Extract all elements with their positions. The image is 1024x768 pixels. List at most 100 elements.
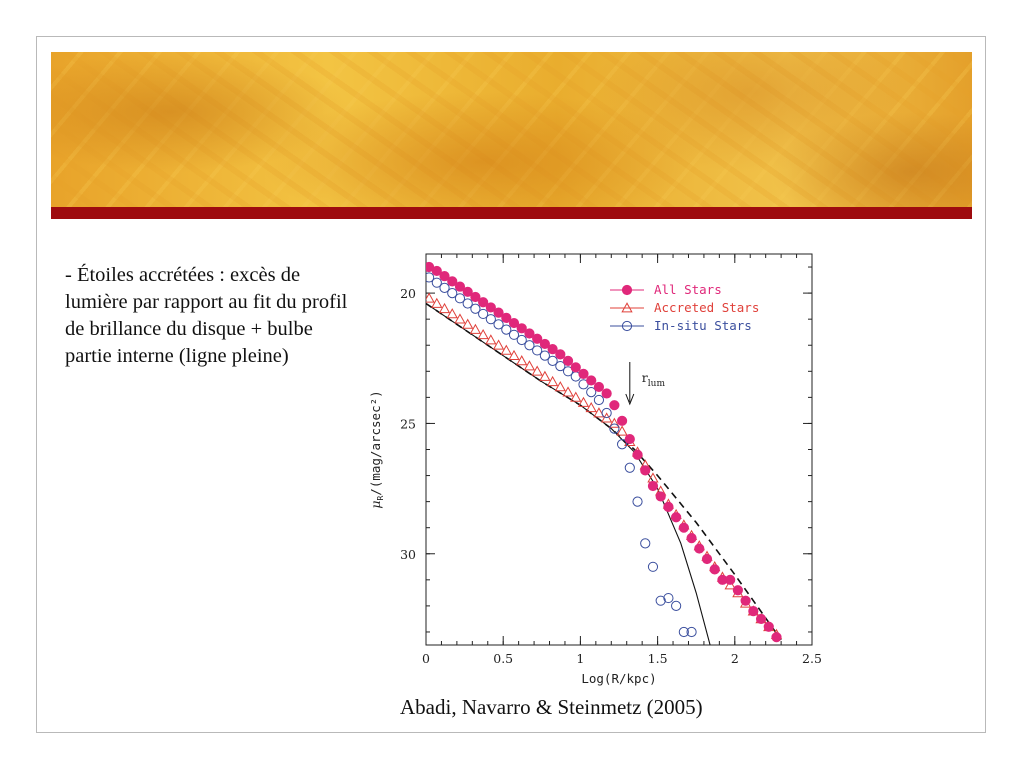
data-point-open-triangle <box>577 396 590 407</box>
data-point-filled-circle <box>748 606 759 617</box>
data-point-open-circle <box>586 387 597 398</box>
data-point-open-triangle <box>616 425 628 436</box>
data-point-open-triangle <box>446 308 458 319</box>
data-point-filled-circle <box>508 317 520 329</box>
data-point-open-circle <box>501 324 512 335</box>
data-point-open-circle <box>426 272 435 283</box>
data-point-filled-circle <box>454 281 466 292</box>
data-point-open-triangle <box>600 412 613 423</box>
data-point-open-triangle <box>454 313 466 324</box>
data-point-filled-circle <box>609 400 620 411</box>
surface-brightness-chart: 0 0.5 1 1.5 2 2.5 20 25 30 All Stars Accreted Sta… <box>368 253 822 686</box>
data-point-open-circle <box>686 626 697 638</box>
data-point-filled-circle <box>725 574 736 585</box>
data-point-open-circle <box>485 314 496 325</box>
y-tick-label: 30 <box>400 547 416 562</box>
data-point-open-circle <box>508 329 520 340</box>
x-axis-label: Log(R/kpc) <box>581 671 656 686</box>
data-point-open-circle <box>547 355 558 366</box>
data-point-open-circle <box>431 277 442 288</box>
data-point-filled-circle <box>570 362 581 373</box>
data-point-open-triangle <box>570 391 582 402</box>
data-point-filled-circle <box>439 271 450 282</box>
data-point-filled-circle <box>478 297 489 308</box>
data-point-filled-circle <box>462 286 473 297</box>
data-point-open-circle <box>439 282 450 293</box>
solid-fit-curve <box>426 303 711 645</box>
data-point-filled-circle <box>578 368 589 380</box>
data-point-open-triangle <box>539 370 551 381</box>
data-point-open-triangle <box>593 407 605 418</box>
legend-marker <box>621 302 633 313</box>
data-point-filled-circle <box>562 355 574 366</box>
data-point-open-circle <box>532 345 543 356</box>
axis-labels: Log(R/kpc) μR/(mag/arcsec²) <box>368 390 657 686</box>
data-point-open-triangle <box>608 417 621 428</box>
data-point-open-triangle <box>554 381 566 392</box>
data-point-open-triangle <box>724 579 736 590</box>
data-point-open-triangle <box>492 339 505 350</box>
data-point-open-circle <box>454 293 466 304</box>
data-point-open-circle <box>447 288 458 299</box>
bullet-text: - Étoiles accrétées : excès de lumière p… <box>65 264 348 367</box>
data-point-open-triangle <box>585 401 597 413</box>
data-point-filled-circle <box>501 312 512 323</box>
legend-marker <box>621 320 633 332</box>
legend-label: All Stars <box>654 282 722 297</box>
decorative-banner <box>51 52 972 207</box>
legend-label: In-situ Stars <box>654 318 752 333</box>
data-point-filled-circle <box>740 595 751 606</box>
data-point-filled-circle <box>601 388 612 399</box>
data-point-open-circle <box>671 600 682 611</box>
data-point-filled-circle <box>632 449 643 460</box>
data-point-open-circle <box>663 592 674 604</box>
data-point-filled-circle <box>640 465 651 476</box>
data-point-filled-circle <box>701 553 713 565</box>
data-point-open-triangle <box>469 323 482 334</box>
data-point-open-circle <box>647 561 659 572</box>
data-point-open-circle <box>609 423 620 434</box>
data-point-filled-circle <box>616 415 628 426</box>
data-point-filled-circle <box>763 621 774 632</box>
data-point-open-circle <box>593 394 605 406</box>
data-point-filled-circle <box>655 491 666 502</box>
x-tick-label: 0.5 <box>493 651 513 666</box>
data-point-open-triangle <box>426 292 435 303</box>
data-point-filled-circle <box>771 632 782 643</box>
data-point-filled-circle <box>431 265 442 277</box>
data-markers <box>426 261 783 643</box>
data-point-filled-circle <box>709 564 720 575</box>
data-point-open-circle <box>493 319 504 330</box>
data-point-open-circle <box>601 407 612 419</box>
x-tick-label: 1 <box>576 651 584 666</box>
data-point-filled-circle <box>732 585 743 596</box>
data-point-open-triangle <box>516 355 528 366</box>
citation: Abadi, Navarro & Steinmetz (2005) <box>400 695 703 719</box>
data-point-filled-circle <box>694 543 705 554</box>
data-point-open-triangle <box>477 328 489 340</box>
data-point-filled-circle <box>663 501 674 512</box>
annotation-rlum: rlum <box>625 362 665 406</box>
data-point-filled-circle <box>555 349 566 360</box>
data-point-filled-circle <box>755 613 767 625</box>
data-point-filled-circle <box>447 276 458 287</box>
y-tick-label: 25 <box>400 416 416 431</box>
chart-legend: All Stars Accreted Stars In-situ Stars <box>610 282 759 333</box>
data-point-filled-circle <box>593 381 605 393</box>
legend-label: Accreted Stars <box>654 300 759 315</box>
data-point-open-triangle <box>485 334 497 345</box>
fit-curves <box>426 302 782 645</box>
data-point-filled-circle <box>470 291 481 303</box>
chart-axes: 0 0.5 1 1.5 2 2.5 20 25 30 <box>400 253 822 666</box>
data-point-open-triangle <box>508 349 520 360</box>
data-point-open-circle <box>624 462 635 473</box>
data-point-open-circle <box>539 350 550 361</box>
data-point-open-circle <box>470 303 481 314</box>
data-point-open-circle <box>655 595 666 606</box>
data-point-filled-circle <box>532 333 543 344</box>
data-point-filled-circle <box>524 328 535 339</box>
data-point-open-triangle <box>462 318 474 329</box>
data-point-filled-circle <box>686 533 697 544</box>
data-point-open-triangle <box>523 360 536 371</box>
x-tick-label: 2.5 <box>802 651 822 666</box>
